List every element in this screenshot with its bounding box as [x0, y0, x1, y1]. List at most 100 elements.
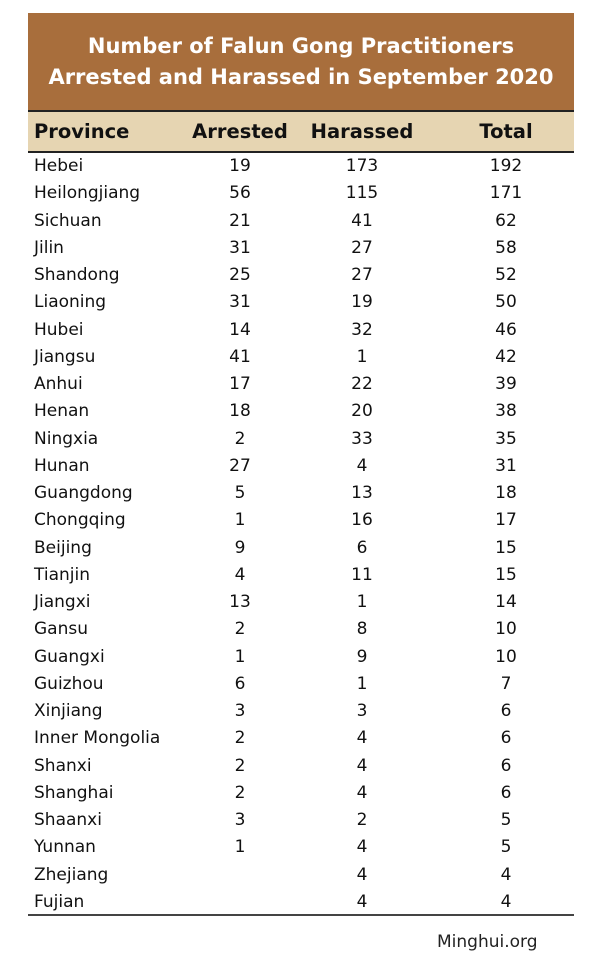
arrested-cell: 6 [234, 673, 246, 694]
table-row: Hunan 27 4 31 [28, 453, 574, 480]
arrested-cell: 14 [229, 319, 251, 340]
province-cell: Tianjin [34, 564, 90, 585]
harassed-cell: 1 [356, 346, 368, 367]
total-cell: 46 [495, 319, 517, 340]
harassed-cell: 11 [351, 564, 373, 585]
table-row: Shaanxi 3 2 5 [28, 807, 574, 834]
province-cell: Xinjiang [34, 701, 103, 721]
arrested-cell: 17 [229, 374, 251, 394]
harassed-cell: 20 [351, 401, 373, 422]
arrested-cell: 19 [229, 156, 251, 176]
table-row: Tianjin 4 11 15 [28, 562, 574, 589]
harassed-cell: 27 [351, 237, 373, 258]
total-cell: 17 [495, 510, 517, 531]
column-header-total: Total [479, 120, 533, 143]
harassed-cell: 1 [356, 592, 368, 612]
total-cell: 35 [495, 428, 517, 449]
total-cell: 10 [495, 619, 517, 640]
total-cell: 18 [495, 483, 517, 503]
arrested-cell: 2 [234, 755, 246, 776]
divider [28, 110, 574, 112]
province-cell: Sichuan [34, 210, 102, 231]
arrested-cell: 4 [234, 564, 246, 585]
total-cell: 50 [495, 292, 517, 313]
source-credit: Minghui.org [437, 932, 538, 952]
harassed-cell: 4 [356, 864, 368, 885]
arrested-cell: 2 [234, 782, 246, 803]
total-cell: 42 [495, 346, 517, 367]
harassed-cell: 4 [356, 455, 368, 476]
table-row: Ningxia 2 33 35 [28, 426, 574, 453]
harassed-cell: 4 [356, 782, 368, 803]
total-cell: 38 [495, 401, 517, 422]
arrested-cell: 2 [234, 428, 246, 449]
total-cell: 6 [500, 782, 512, 803]
arrested-cell: 9 [234, 537, 246, 558]
total-cell: 10 [495, 646, 517, 667]
province-cell: Henan [34, 401, 90, 422]
harassed-cell: 173 [345, 156, 379, 176]
total-cell: 31 [495, 455, 517, 476]
total-cell: 15 [495, 564, 517, 585]
total-cell: 52 [495, 265, 517, 285]
province-cell: Heilongjiang [34, 183, 141, 204]
arrested-cell: 25 [229, 265, 251, 285]
harassed-cell: 27 [351, 265, 373, 285]
province-cell: Jilin [34, 237, 64, 258]
total-cell: 15 [495, 537, 517, 558]
province-cell: Hubei [34, 319, 84, 340]
total-cell: 62 [495, 210, 517, 231]
province-cell: Shaanxi [34, 810, 102, 830]
province-cell: Anhui [34, 374, 83, 394]
table-title: Number of Falun Gong Practitioners Arres… [28, 13, 574, 110]
table-row: Fujian 4 4 [28, 889, 574, 916]
arrested-cell: 21 [229, 210, 251, 231]
arrested-cell: 31 [229, 237, 251, 258]
harassed-cell: 19 [351, 292, 373, 313]
arrested-cell: 27 [229, 455, 251, 476]
harassed-cell: 4 [356, 837, 368, 858]
harassed-cell: 33 [351, 428, 373, 449]
arrested-cell: 1 [234, 646, 246, 667]
table-row: Shanxi 2 4 6 [28, 753, 574, 780]
table-row: Guizhou 6 1 7 [28, 671, 574, 698]
arrested-cell: 5 [234, 483, 246, 503]
column-header-arrested: Arrested [192, 120, 288, 143]
province-cell: Liaoning [34, 292, 107, 313]
arrested-cell: 1 [234, 837, 246, 858]
province-cell: Shanghai [34, 782, 114, 803]
harassed-cell: 16 [351, 510, 373, 531]
table-row: Shandong 25 27 52 [28, 262, 574, 289]
table-row: Liaoning 31 19 50 [28, 289, 574, 316]
harassed-cell: 6 [356, 537, 368, 558]
harassed-cell: 41 [351, 210, 373, 231]
total-cell: 4 [500, 891, 512, 912]
table-row: Gansu 2 8 10 [28, 616, 574, 643]
province-cell: Beijing [34, 537, 92, 558]
table-row: Zhejiang 4 4 [28, 862, 574, 889]
table-row: Sichuan 21 41 62 [28, 208, 574, 235]
harassed-cell: 1 [356, 673, 368, 694]
arrested-cell: 2 [234, 728, 246, 749]
harassed-cell: 3 [356, 701, 368, 721]
province-cell: Zhejiang [34, 864, 109, 885]
province-cell: Yunnan [34, 837, 96, 858]
table-row: Chongqing 1 16 17 [28, 507, 574, 534]
table-row: Heilongjiang 56 115 171 [28, 180, 574, 207]
arrested-cell: 41 [229, 346, 251, 367]
arrested-cell: 56 [229, 183, 251, 204]
table-row: Guangdong 5 13 18 [28, 480, 574, 507]
table-row: Beijing 9 6 15 [28, 535, 574, 562]
total-cell: 7 [500, 673, 512, 694]
total-cell: 6 [500, 728, 512, 749]
table-row: Jilin 31 27 58 [28, 235, 574, 262]
table-row: Anhui 17 22 39 [28, 371, 574, 398]
table-row: Jiangsu 41 1 42 [28, 344, 574, 371]
arrested-cell: 2 [234, 619, 246, 640]
province-cell: Gansu [34, 619, 88, 640]
column-header-harassed: Harassed [310, 120, 414, 143]
table-row: Jiangxi 13 1 14 [28, 589, 574, 616]
total-cell: 171 [489, 183, 523, 204]
harassed-cell: 4 [356, 891, 368, 912]
province-cell: Jiangxi [34, 592, 91, 612]
